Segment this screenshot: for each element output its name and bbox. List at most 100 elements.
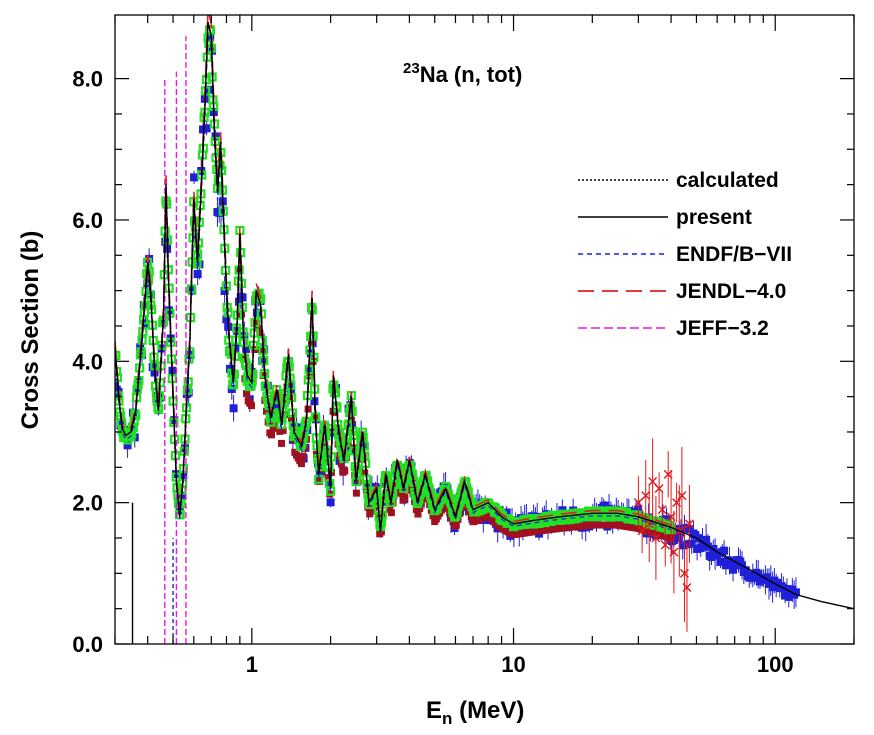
legend-item: calculated: [578, 169, 779, 192]
darkred-point: [321, 441, 329, 449]
darkred-point: [387, 509, 395, 517]
blue-point: [270, 403, 279, 412]
darkred-point: [352, 489, 360, 497]
legend-item: JEFF−3.2: [578, 317, 769, 340]
blue-point: [222, 315, 231, 324]
red-point: [633, 498, 643, 508]
red-point: [651, 533, 661, 543]
blue-point: [791, 588, 800, 597]
darkred-point: [299, 452, 307, 460]
darkred-point: [344, 441, 352, 449]
darkred-point: [258, 346, 266, 354]
x-tick-label: 1: [246, 652, 258, 677]
darkred-point: [297, 460, 305, 468]
blue-point: [229, 404, 238, 413]
legend-item: JENDL−4.0: [578, 280, 786, 303]
blue-point: [242, 344, 251, 353]
green-exp-points: [115, 25, 676, 535]
darkred-point: [304, 405, 312, 413]
legend: calculated present ENDF/B−VII JENDL−4.0 JEFF…: [578, 169, 792, 340]
darkred-point: [449, 518, 457, 526]
darkred-point: [248, 402, 256, 410]
blue-point: [202, 124, 211, 133]
darkred-point: [414, 510, 422, 518]
darkred-point: [322, 457, 330, 465]
blue-point: [188, 286, 197, 295]
legend-label: JENDL−4.0: [676, 280, 786, 303]
blue-point: [730, 561, 739, 570]
darkred-point: [397, 489, 405, 497]
red-point: [657, 505, 667, 515]
blue-point: [741, 566, 750, 575]
y-tick-label: 2.0: [72, 491, 103, 516]
legend-item: ENDF/B−VII: [578, 243, 792, 266]
blue-point: [687, 539, 696, 548]
darkred-point: [267, 431, 275, 439]
darkred-point: [253, 319, 261, 327]
red-point: [669, 547, 679, 557]
red-point: [641, 491, 651, 501]
blue-point: [673, 534, 682, 543]
legend-label: JEFF−3.2: [676, 317, 769, 340]
present-curve: [115, 21, 854, 610]
blue-point: [263, 381, 272, 390]
blue-point: [123, 441, 132, 450]
blue-point: [678, 541, 687, 550]
y-tick-label: 0.0: [72, 632, 103, 657]
blue-point: [148, 363, 157, 372]
blue-point: [217, 206, 226, 215]
legend-label: ENDF/B−VII: [676, 243, 792, 266]
darkred-point: [249, 377, 257, 385]
darkred-point: [243, 390, 251, 398]
y-tick-label: 4.0: [72, 349, 103, 374]
blue-point: [258, 356, 267, 365]
darkred-point: [256, 329, 264, 337]
darkred-point: [354, 478, 362, 486]
blue-point: [234, 297, 243, 306]
darkred-point: [316, 477, 324, 485]
red-point: [660, 540, 670, 550]
green-point: [143, 275, 154, 285]
red-exp-points: [633, 438, 694, 632]
jendl-curve: [115, 15, 672, 529]
blue-point: [662, 515, 671, 524]
blue-point: [190, 173, 199, 182]
red-point: [648, 476, 658, 486]
blue-point: [784, 592, 793, 601]
y-tick-label: 6.0: [72, 208, 103, 233]
blue-point: [716, 557, 725, 566]
y-tick-label: 8.0: [72, 67, 103, 92]
x-tick-label: 100: [757, 652, 794, 677]
x-axis-label: En (MeV): [426, 697, 524, 728]
blue-point: [193, 270, 202, 279]
blue-point: [720, 546, 729, 555]
red-point: [682, 582, 692, 592]
red-point: [677, 491, 687, 501]
blue-point: [721, 561, 730, 570]
legend-item: present: [578, 206, 752, 229]
darkred-point: [341, 467, 349, 475]
darkred-point: [401, 494, 409, 502]
blue-point: [324, 479, 333, 488]
darkred-point: [377, 528, 385, 536]
legend-label: calculated: [676, 169, 779, 192]
blue-point: [685, 525, 694, 534]
blue-point: [633, 505, 642, 514]
blue-point: [206, 33, 215, 42]
blue-point: [729, 565, 738, 574]
darkred-point: [307, 339, 315, 347]
darkred-point: [254, 324, 262, 332]
chart-marks: [115, 15, 854, 644]
darkred-point: [277, 439, 285, 447]
axes: 0.0 2.0 4.0 6.0 8.0 1 10 100: [72, 15, 855, 677]
plot-frame: [114, 14, 855, 645]
darkred-point: [452, 521, 460, 529]
darkred-point: [236, 267, 244, 275]
legend-label: present: [676, 206, 752, 229]
blue-point: [702, 535, 711, 544]
red-point: [684, 519, 694, 529]
blue-point: [703, 542, 712, 551]
darkred-point: [416, 504, 424, 512]
endf-curve: [115, 34, 672, 534]
